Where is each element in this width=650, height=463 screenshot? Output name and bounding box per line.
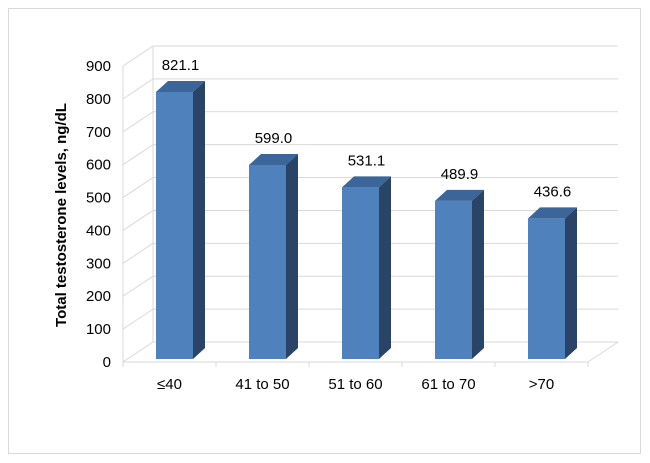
gridline-connector [122, 210, 154, 231]
bar-front [528, 218, 565, 359]
bar [342, 176, 391, 359]
y-tick-label: 500 [86, 190, 111, 207]
data-label: 531.1 [348, 152, 386, 169]
bar-top [342, 176, 391, 188]
y-tick-label: 700 [86, 124, 111, 141]
gridline-connector [122, 341, 154, 363]
y-tick-label: 0 [103, 354, 111, 371]
bars [156, 80, 577, 359]
gridline-connector [122, 144, 154, 166]
data-label: 599.0 [255, 130, 293, 147]
bar-side [565, 207, 577, 359]
bar-front [435, 200, 472, 359]
bar-top [435, 189, 484, 201]
floor-edge [587, 341, 619, 363]
data-label: 436.6 [534, 183, 572, 200]
bar [435, 189, 484, 359]
axes [122, 46, 619, 367]
bar-top [249, 153, 298, 165]
bar [249, 153, 298, 359]
bar-side [193, 80, 205, 359]
bar-side [286, 153, 298, 359]
gridline-connector [122, 111, 154, 133]
bar-side [472, 189, 484, 359]
labels: 0 100 200 300 400 500 600 700 800 900 821.1 ≤40 599.… [86, 57, 571, 393]
data-label: 821.1 [162, 57, 200, 74]
y-tick-label: 100 [86, 321, 111, 338]
x-tick-label: 61 to 70 [421, 376, 475, 393]
x-tick-label: 51 to 60 [328, 376, 382, 393]
gridline-connector [122, 45, 154, 67]
x-tick-label: >70 [529, 376, 554, 393]
data-label: 489.9 [441, 166, 479, 183]
x-tick-label: 41 to 50 [235, 376, 289, 393]
x-tick-label: ≤40 [157, 376, 182, 393]
bar-top [156, 80, 205, 92]
y-tick-label: 300 [86, 255, 111, 272]
bar [528, 207, 577, 359]
bar [156, 80, 205, 359]
bar-side [379, 176, 391, 359]
bar-front [342, 187, 379, 359]
bar-front [249, 164, 286, 359]
gridline-connector [122, 78, 154, 100]
bar-top [528, 207, 577, 219]
y-tick-label: 600 [86, 157, 111, 174]
y-axis-title: Total testosterone levels, ng/dL [53, 103, 70, 327]
gridline-connector [122, 308, 154, 330]
gridline-connector [122, 275, 154, 297]
y-tick-label: 800 [86, 91, 111, 108]
bar-front [156, 91, 193, 359]
y-tick-label: 200 [86, 288, 111, 305]
gridline-connector [122, 242, 154, 264]
gridline-connector [122, 177, 154, 198]
y-tick-label: 400 [86, 222, 111, 239]
y-tick-label: 900 [86, 58, 111, 75]
